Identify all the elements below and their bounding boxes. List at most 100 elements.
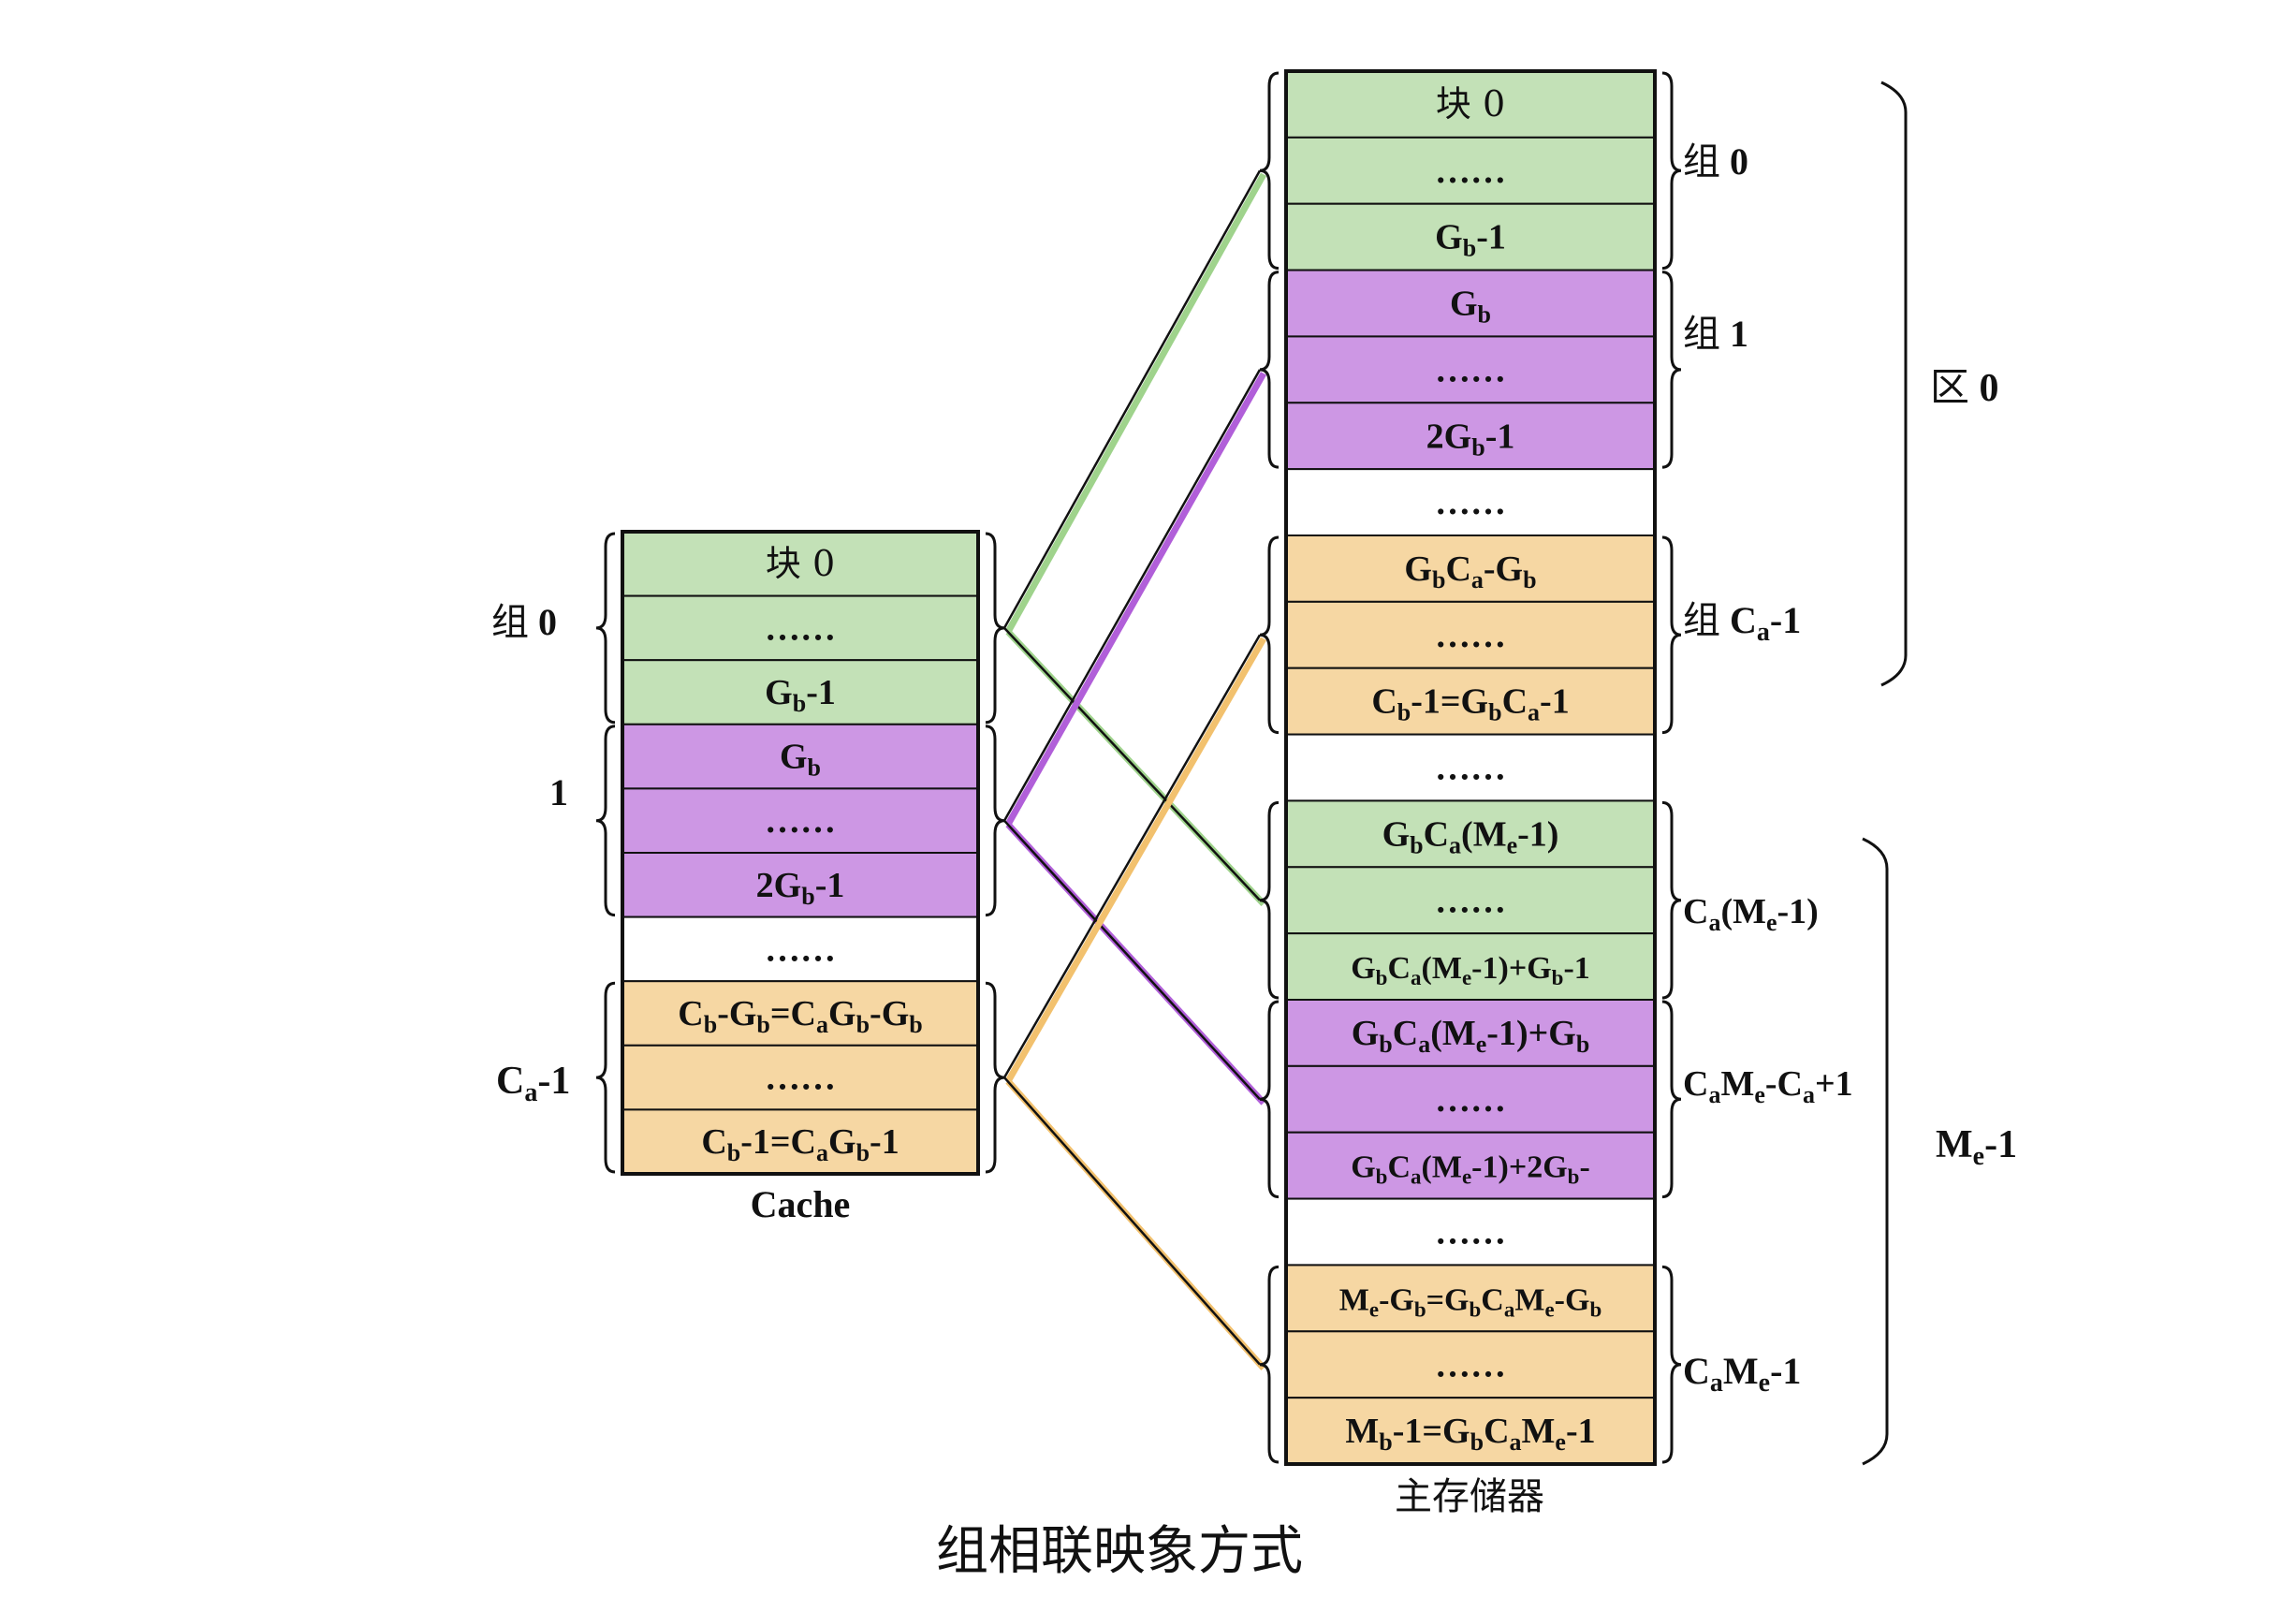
memory-cell-label-15: …… — [1435, 1080, 1506, 1120]
cache-group-label-2: Ca-1 — [496, 1060, 570, 1107]
cache-cell-label-7: Cb-Gb=CaGb-Gb — [678, 994, 922, 1038]
cache-left-brace-0 — [595, 532, 616, 725]
memory-left-brace-4 — [1259, 1000, 1280, 1199]
memory-group-label-1: 组 1 — [1683, 313, 1748, 356]
cache-left-brace-1 — [595, 725, 616, 917]
memory-cell-label-8: …… — [1435, 616, 1506, 655]
memory-right-brace-0 — [1661, 71, 1682, 271]
memory-right-brace-5 — [1661, 1265, 1682, 1464]
cache-cell-6 — [622, 915, 979, 983]
cache-group-label-1: 1 — [549, 771, 568, 813]
memory-cell-label-18: Me-Gb=GbCaMe-Gb — [1339, 1282, 1601, 1321]
cache-left-brace-2 — [595, 981, 616, 1174]
cache-cell-4 — [622, 787, 979, 855]
memory-cell-20 — [1285, 1397, 1656, 1465]
cache-right-brace-0 — [985, 532, 1005, 725]
memory-cell-label-9: Cb-1=GbCa-1 — [1371, 682, 1569, 726]
cache-cell-label-6: …… — [765, 930, 836, 969]
memory-cell-3 — [1285, 269, 1656, 338]
memory-left-brace-5 — [1259, 1265, 1280, 1464]
memory-cell-label-11: GbCa(Me-1) — [1382, 814, 1559, 858]
memory-frame — [1284, 69, 1657, 1466]
cache-group-labels: 组 0 1 Ca-1 — [491, 601, 570, 1107]
main-memory-column: 块 0 …… Gb-1 Gb …… 2Gb-1 …… GbCa-Gb …… Cb-1=GbCa-1… — [1284, 69, 1657, 1466]
cache-cell-8 — [622, 1044, 979, 1111]
connector-cache1-to-zone0-shadow — [1004, 372, 1267, 827]
zone-brackets — [1862, 81, 1908, 1466]
zone-bracket-1 — [1862, 837, 1889, 1466]
memory-cell-label-10: …… — [1435, 749, 1506, 788]
memory-left-brace-1 — [1259, 271, 1280, 469]
memory-right-brace-1 — [1661, 271, 1682, 469]
cache-cell-label-4: …… — [765, 801, 836, 841]
memory-group-label-4: CaMe-Ca+1 — [1683, 1064, 1853, 1108]
memory-cell-label-13: GbCa(Me-1)+Gb-1 — [1351, 951, 1590, 989]
memory-cell-8 — [1285, 600, 1656, 669]
cache-cell-2 — [622, 659, 979, 725]
memory-cell-14 — [1285, 999, 1656, 1067]
memory-cell-label-4: …… — [1435, 350, 1506, 389]
connector-cache2-to-zone0 — [1002, 634, 1262, 1078]
cache-cell-label-9: Cb-1=CaGb-1 — [701, 1122, 899, 1166]
memory-group-label-0: 组 0 — [1683, 140, 1748, 183]
memory-cell-13 — [1285, 932, 1656, 1002]
memory-cell-label-20: Mb-1=GbCaMe-1 — [1345, 1412, 1595, 1456]
memory-group-label-3: Ca(Me-1) — [1683, 892, 1819, 936]
cache-title: Cache — [751, 1183, 851, 1225]
cache-cell-label-0: 块 0 — [766, 543, 835, 584]
memory-cell-label-5: 2Gb-1 — [1426, 417, 1515, 461]
memory-group-label-5: CaMe-1 — [1683, 1350, 1801, 1398]
memory-group-labels: 组 0 组 1 组 Ca-1 Ca(Me-1) CaMe-Ca+1 CaMe-1 — [1683, 140, 1853, 1398]
memory-left-brace-0 — [1259, 71, 1280, 271]
cache-cell-label-1: …… — [765, 608, 836, 648]
cache-cell-label-5: 2Gb-1 — [756, 866, 845, 910]
cache-right-brace-1 — [985, 725, 1005, 917]
memory-cell-label-6: …… — [1435, 483, 1506, 522]
memory-right-brace-3 — [1661, 800, 1682, 1000]
memory-left-brace-2 — [1259, 535, 1280, 735]
cache-frame — [621, 530, 980, 1176]
memory-cell-6 — [1285, 468, 1656, 536]
connector-cache0-to-zone0-shadow — [1004, 172, 1267, 634]
memory-left-brace-3 — [1259, 800, 1280, 1000]
memory-cell-label-3: Gb — [1450, 285, 1491, 329]
memory-cell-17 — [1285, 1197, 1656, 1267]
memory-cell-label-2: Gb-1 — [1435, 218, 1506, 262]
cache-column: 块 0 …… Gb-1 Gb …… 2Gb-1 …… Cb-Gb=CaGb-Gb …… Cb-1=… — [621, 530, 980, 1176]
memory-cell-label-1: …… — [1435, 152, 1506, 191]
memory-title: 主存储器 — [1395, 1475, 1544, 1518]
memory-cell-label-0: 块 0 — [1436, 83, 1505, 124]
cache-cell-1 — [622, 594, 979, 662]
memory-cell-label-16: GbCa(Me-1)+2Gb- — [1351, 1150, 1590, 1189]
zone-label-0: 区 0 — [1930, 364, 1999, 410]
memory-cell-label-14: GbCa(Me-1)+Gb — [1352, 1014, 1590, 1058]
cache-cell-7 — [622, 980, 979, 1047]
figure-caption: 组相联映象方式 — [936, 1521, 1303, 1582]
cache-cell-label-3: Gb — [780, 738, 821, 782]
memory-cell-label-12: …… — [1435, 881, 1506, 920]
connector-cache2-to-zoneMe — [1003, 1076, 1261, 1366]
memory-right-brace-4 — [1661, 1000, 1682, 1199]
group-braces — [595, 71, 1682, 1464]
connector-cache1-to-zoneMe — [1003, 819, 1261, 1101]
connector-cache0-to-zoneMe — [1003, 627, 1261, 901]
cache-cell-label-2: Gb-1 — [765, 673, 836, 717]
zone-label-1: Me-1 — [1936, 1123, 2017, 1171]
connector-cache2-to-zone0-shadow — [1004, 637, 1267, 1083]
memory-cell-11 — [1285, 799, 1656, 869]
memory-right-brace-2 — [1661, 535, 1682, 735]
memory-cell-label-17: …… — [1435, 1213, 1506, 1252]
memory-group-label-2: 组 Ca-1 — [1683, 599, 1801, 647]
cache-right-brace-2 — [985, 981, 1005, 1174]
cache-group-label-0: 组 0 — [491, 601, 557, 644]
memory-cell-label-19: …… — [1435, 1345, 1506, 1384]
connector-cache0-to-zone0 — [1002, 169, 1262, 629]
mapping-connectors — [1002, 169, 1267, 1371]
cache-cell-label-8: …… — [765, 1059, 836, 1098]
cache-cell-9 — [622, 1108, 979, 1176]
cache-cell-3 — [622, 723, 979, 790]
connector-cache1-to-zone0 — [1002, 369, 1262, 822]
memory-cell-label-7: GbCa-Gb — [1404, 549, 1536, 593]
memory-cell-19 — [1285, 1330, 1656, 1399]
